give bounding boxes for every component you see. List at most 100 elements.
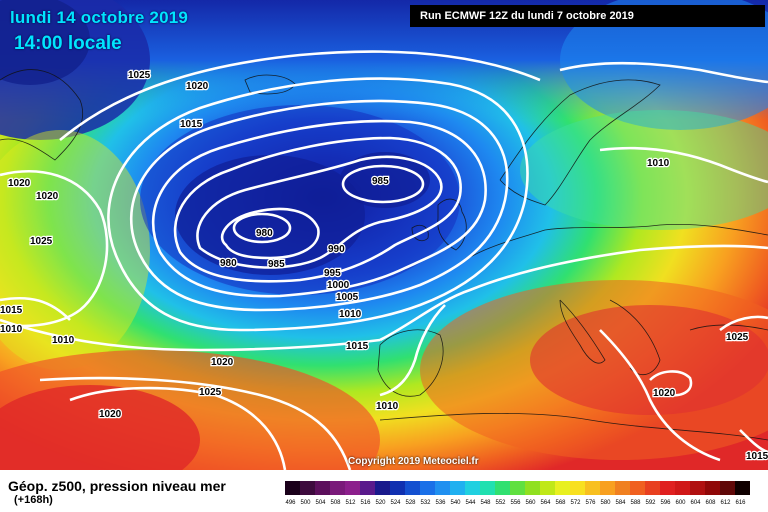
scale-swatch — [720, 481, 735, 495]
scale-swatch — [465, 481, 480, 495]
isobar-label: 1010 — [376, 401, 399, 412]
scale-tick: 500 — [300, 500, 311, 506]
scale-tick: 580 — [600, 500, 611, 506]
scale-swatch — [555, 481, 570, 495]
isobar-label: 1015 — [746, 451, 768, 462]
scale-swatch — [660, 481, 675, 495]
scale-swatch — [345, 481, 360, 495]
scale-swatch — [360, 481, 375, 495]
scale-tick: 556 — [510, 500, 521, 506]
scale-tick: 520 — [375, 500, 386, 506]
scale-swatch — [420, 481, 435, 495]
scale-tick: 508 — [330, 500, 341, 506]
scale-swatch — [525, 481, 540, 495]
scale-tick: 524 — [390, 500, 401, 506]
scale-tick: 604 — [690, 500, 701, 506]
forecast-date: lundi 14 octobre 2019 — [10, 8, 189, 27]
scale-swatch — [450, 481, 465, 495]
scale-swatch — [615, 481, 630, 495]
scale-swatch — [495, 481, 510, 495]
scale-tick: 612 — [720, 500, 731, 506]
scale-tick: 584 — [615, 500, 626, 506]
scale-tick: 548 — [480, 500, 491, 506]
isobar-label: 1015 — [180, 119, 203, 130]
isobar-label: 1005 — [336, 292, 359, 303]
isobar-label: 1000 — [327, 280, 350, 291]
forecast-time: 14:00 locale — [14, 33, 122, 54]
scale-tick: 592 — [645, 500, 656, 506]
scale-swatch — [315, 481, 330, 495]
scale-swatch — [585, 481, 600, 495]
isobar-label: 1020 — [99, 409, 122, 420]
scale-swatch — [330, 481, 345, 495]
scale-tick: 544 — [465, 500, 476, 506]
isobar-label: 1020 — [653, 388, 676, 399]
scale-swatch — [390, 481, 405, 495]
scale-swatch — [540, 481, 555, 495]
forecast-map: 1025 1020 1015 1020 1020 1025 1015 1010 1010 985 9… — [0, 0, 768, 470]
copyright-notice: Copyright 2019 Meteociel.fr — [348, 456, 479, 467]
scale-tick: 560 — [525, 500, 536, 506]
scale-swatch — [735, 481, 750, 495]
isobar-label: 1015 — [0, 305, 23, 316]
scale-swatch — [480, 481, 495, 495]
scale-tick: 588 — [630, 500, 641, 506]
scale-tick: 616 — [735, 500, 746, 506]
isobar-label: 980 — [220, 258, 237, 269]
scale-tick: 536 — [435, 500, 446, 506]
scale-swatch — [630, 481, 645, 495]
scale-swatch — [600, 481, 615, 495]
isobar-labels: 1025 1020 1015 1020 1020 1025 1015 1010 1010 985 9… — [0, 69, 768, 464]
scale-tick: 496 — [285, 500, 296, 506]
isobar-label: 1010 — [52, 335, 75, 346]
scale-swatch — [570, 481, 585, 495]
isobar-label: 1025 — [30, 236, 53, 247]
scale-swatch — [705, 481, 720, 495]
scale-tick: 600 — [675, 500, 686, 506]
scale-swatch — [510, 481, 525, 495]
isobars — [0, 50, 768, 470]
isobar-label: 1020 — [8, 178, 31, 189]
isobar-label: 1020 — [211, 357, 234, 368]
scale-swatch — [690, 481, 705, 495]
isobar-label: 1015 — [346, 341, 369, 352]
scale-swatch — [375, 481, 390, 495]
isobar-label: 1010 — [339, 309, 362, 320]
isobar-label: 1025 — [726, 332, 749, 343]
scale-tick: 528 — [405, 500, 416, 506]
model-run-label: Run ECMWF 12Z du lundi 7 octobre 2019 — [410, 5, 765, 27]
scale-tick: 516 — [360, 500, 371, 506]
isobar-label: 1010 — [647, 158, 670, 169]
legend-title: Géop. z500, pression niveau mer — [8, 478, 226, 494]
forecast-lead-time: (+168h) — [14, 494, 53, 506]
isobar-label: 1020 — [36, 191, 59, 202]
scale-tick: 608 — [705, 500, 716, 506]
scale-tick: 596 — [660, 500, 671, 506]
scale-tick: 532 — [420, 500, 431, 506]
isobar-label: 1025 — [199, 387, 222, 398]
scale-swatch — [675, 481, 690, 495]
isobar-label: 1020 — [186, 81, 209, 92]
scale-swatch — [300, 481, 315, 495]
color-scale-ticks: 496 500 504 508 512 516 520 524 528 532 536 540 544 5… — [283, 500, 748, 506]
isobar-label: 995 — [324, 268, 341, 279]
scale-swatch — [435, 481, 450, 495]
scale-swatch — [405, 481, 420, 495]
scale-tick: 564 — [540, 500, 551, 506]
isobar-label: 980 — [256, 228, 273, 239]
isobar-label: 985 — [372, 176, 389, 187]
scale-tick: 540 — [450, 500, 461, 506]
scale-tick: 512 — [345, 500, 356, 506]
scale-tick: 572 — [570, 500, 581, 506]
scale-swatch — [645, 481, 660, 495]
scale-tick: 552 — [495, 500, 506, 506]
isobar-label: 1025 — [128, 70, 151, 81]
isobar-label: 1010 — [0, 324, 23, 335]
isobar-label: 990 — [328, 244, 345, 255]
isobar-label: 985 — [268, 259, 285, 270]
color-scale — [285, 481, 750, 495]
scale-swatch — [285, 481, 300, 495]
scale-tick: 568 — [555, 500, 566, 506]
scale-tick: 504 — [315, 500, 326, 506]
